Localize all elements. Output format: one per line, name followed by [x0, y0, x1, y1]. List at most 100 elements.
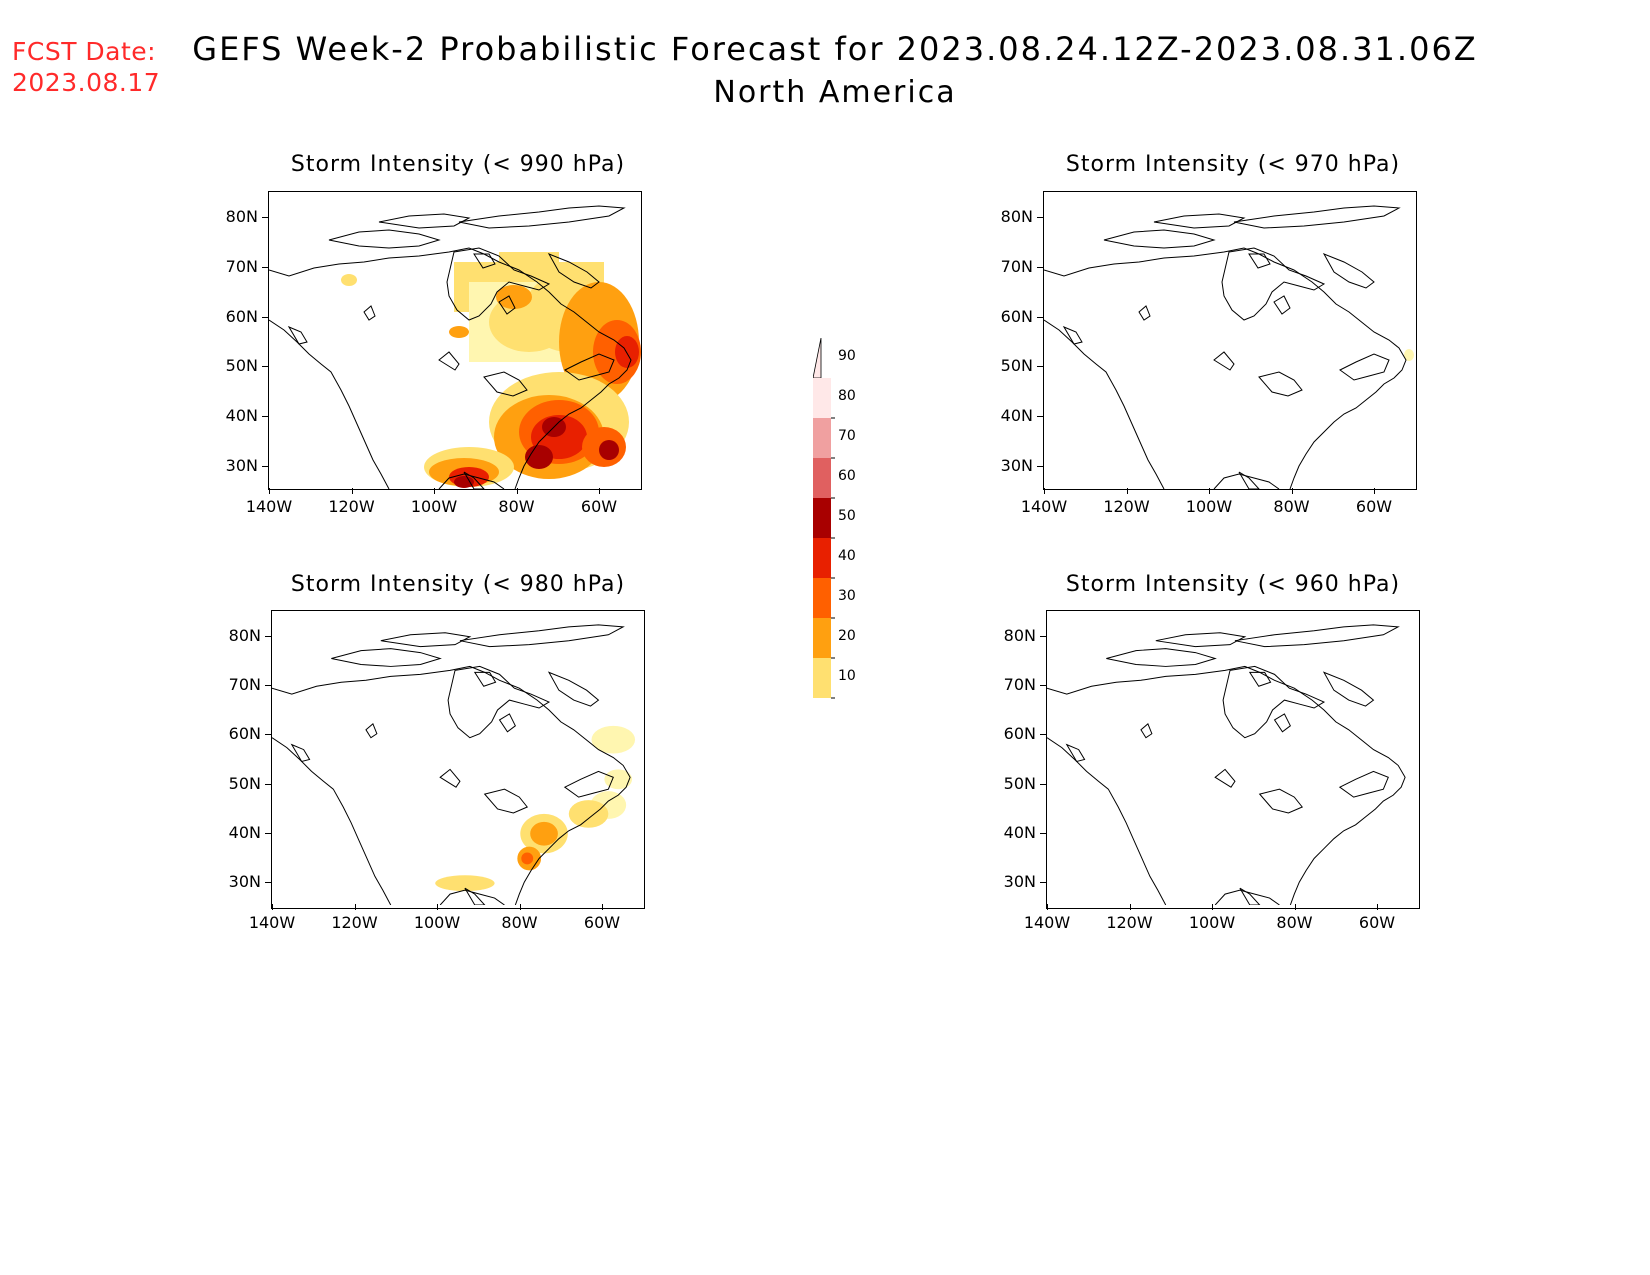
lon-tick	[1126, 488, 1128, 494]
colorbar-segment	[813, 578, 831, 618]
panel-title-980: Storm Intensity (< 980 hPa)	[290, 572, 626, 597]
lat-tick	[1040, 882, 1046, 883]
map-panel-970	[1043, 191, 1417, 490]
lat-tick	[265, 636, 271, 637]
lat-label: 50N	[228, 773, 261, 793]
lat-tick	[1037, 366, 1043, 368]
coastline	[269, 205, 632, 489]
lat-tick	[265, 734, 271, 736]
probability-shading	[599, 440, 619, 460]
lat-label: 40N	[1003, 822, 1036, 842]
colorbar-top-triangle	[813, 338, 822, 379]
coastline	[272, 624, 631, 905]
lat-tick	[1040, 636, 1046, 637]
lon-label: 120W	[1103, 497, 1150, 516]
colorbar-label: 30	[838, 588, 856, 604]
colorbar-label: 70	[838, 428, 856, 444]
lat-tick	[265, 783, 271, 785]
probability-shading	[341, 274, 357, 286]
lat-label: 70N	[1000, 256, 1033, 276]
lat-label: 80N	[1003, 626, 1036, 645]
lat-label: 30N	[1000, 456, 1033, 475]
colorbar-label: 80	[838, 388, 856, 404]
lon-label: 140W	[1023, 913, 1071, 932]
lon-label: 60W	[1355, 497, 1393, 516]
map-canvas	[1047, 624, 1406, 905]
map-canvas	[269, 205, 641, 489]
fcst-label: FCST Date:	[12, 37, 157, 66]
colorbar-segment	[813, 458, 831, 498]
lat-tick	[262, 416, 268, 418]
lon-tick	[1374, 488, 1375, 494]
lat-tick	[262, 466, 268, 467]
lon-tick	[1212, 904, 1213, 910]
lat-label: 60N	[1003, 724, 1036, 744]
lon-label: 60W	[583, 913, 621, 932]
lat-tick	[265, 882, 271, 883]
lon-label: 120W	[331, 913, 378, 932]
lat-label: 50N	[1000, 356, 1033, 376]
probability-shading	[1404, 349, 1414, 361]
colorbar-label: 60	[838, 468, 856, 484]
lon-label: 100W	[413, 913, 461, 932]
lat-label: 80N	[225, 207, 258, 226]
coastline	[1047, 624, 1406, 905]
lat-tick	[262, 316, 268, 318]
lon-label: 120W	[328, 497, 375, 516]
lon-tick	[1291, 488, 1293, 494]
lat-tick	[262, 217, 268, 218]
lat-label: 70N	[225, 256, 258, 276]
lat-tick	[262, 266, 268, 268]
lon-tick	[602, 904, 603, 910]
colorbar-label: 50	[838, 508, 856, 524]
lon-tick	[516, 488, 518, 494]
lon-tick	[1129, 904, 1131, 910]
lon-tick	[1294, 904, 1296, 910]
lat-label: 70N	[1003, 675, 1036, 695]
probability-shading	[454, 476, 474, 488]
probability-shading	[525, 445, 553, 469]
probability-shading	[615, 336, 639, 368]
coastline	[1044, 205, 1407, 489]
lon-label: 100W	[1188, 913, 1236, 932]
map-canvas	[1044, 205, 1414, 489]
lon-label: 120W	[1106, 913, 1153, 932]
lat-tick	[262, 366, 268, 368]
lon-tick	[272, 904, 273, 910]
colorbar-label: 40	[838, 548, 856, 564]
forecast-date-label: FCST Date: 2023.08.17	[12, 36, 160, 98]
lon-tick	[434, 488, 435, 494]
map-panel-980	[271, 610, 645, 909]
lat-tick	[1040, 783, 1046, 785]
colorbar-label: 20	[838, 628, 856, 644]
colorbar-segment	[813, 538, 831, 578]
lon-label: 140W	[245, 497, 293, 516]
colorbar-segment	[813, 378, 831, 418]
lon-tick	[519, 904, 521, 910]
lon-tick	[351, 488, 353, 494]
colorbar	[813, 338, 835, 699]
lon-tick	[599, 488, 600, 494]
lat-tick	[265, 832, 271, 834]
lon-label: 140W	[1020, 497, 1068, 516]
colorbar-segment	[813, 658, 831, 698]
lat-label: 60N	[228, 724, 261, 744]
probability-shading	[568, 800, 609, 828]
colorbar-label: 90	[838, 348, 856, 364]
lat-label: 50N	[1003, 773, 1036, 793]
lat-label: 40N	[1000, 406, 1033, 426]
map-panel-990	[268, 191, 642, 490]
probability-shading	[435, 875, 495, 892]
panel-title-970: Storm Intensity (< 970 hPa)	[1065, 152, 1401, 177]
lon-label: 80W	[498, 497, 535, 516]
probability-shading	[449, 326, 469, 338]
lat-label: 30N	[225, 456, 258, 475]
lon-label: 60W	[1358, 913, 1396, 932]
lat-label: 80N	[228, 626, 261, 645]
lat-tick	[1040, 832, 1046, 834]
lat-tick	[1037, 217, 1043, 218]
map-canvas	[272, 624, 636, 905]
colorbar-segment	[813, 498, 831, 538]
fcst-date: 2023.08.17	[12, 68, 161, 97]
probability-shading	[521, 852, 534, 865]
